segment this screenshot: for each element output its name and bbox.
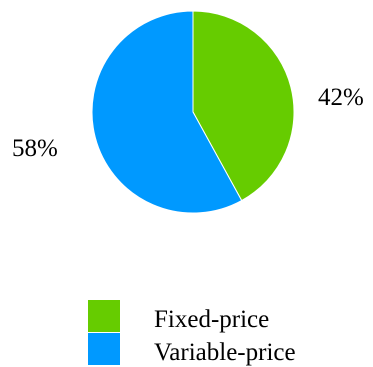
legend-swatch-fixed-price <box>88 300 120 332</box>
slice-label-variable-price: 58% <box>12 135 58 162</box>
pie-slice-variable-price <box>91 10 243 214</box>
legend-label-fixed-price: Fixed-price <box>154 306 269 333</box>
pie-value-labels: 42% 58% <box>12 84 364 162</box>
pie-slices <box>91 10 295 214</box>
slice-label-fixed-price: 42% <box>318 84 364 111</box>
legend-swatch-variable-price <box>88 333 120 365</box>
legend-label-variable-price: Variable-price <box>154 339 296 366</box>
pie-slice-fixed-price <box>192 10 295 202</box>
legend: Fixed-price Variable-price <box>88 300 296 366</box>
